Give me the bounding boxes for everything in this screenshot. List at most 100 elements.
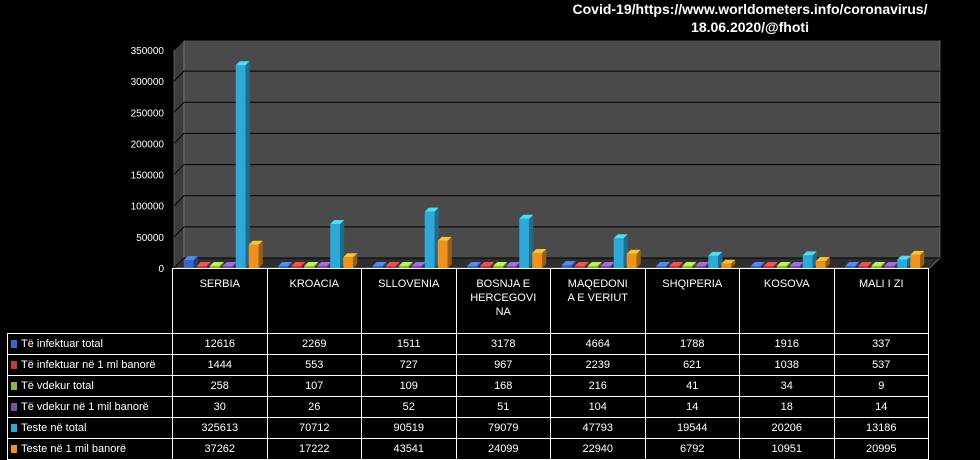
series-row: Të vdekur në 1 mil banorë 30 26 52 51 104 14 18… <box>7 396 929 418</box>
bar-side <box>597 262 602 268</box>
bar-top <box>385 262 400 266</box>
category-label-line: SERBIA <box>199 278 240 290</box>
bar <box>561 261 576 268</box>
bar <box>721 259 736 268</box>
data-label: 1788 <box>644 333 740 355</box>
bar <box>372 262 387 268</box>
bar-front <box>721 263 732 268</box>
bar-top <box>196 262 211 266</box>
data-label: 1444 <box>172 354 268 376</box>
data-label: 70712 <box>266 417 362 439</box>
legend-swatch <box>11 445 17 454</box>
bar-side <box>731 259 736 268</box>
bar-front <box>884 266 895 268</box>
data-label: 4664 <box>550 333 646 355</box>
bar-side <box>408 262 413 268</box>
bar <box>750 262 765 268</box>
bar-front <box>600 266 611 268</box>
bar-side <box>477 262 482 268</box>
category-label: KOSOVA <box>739 268 835 334</box>
data-label: 13186 <box>833 417 929 439</box>
bar <box>493 262 508 268</box>
bar-side <box>301 262 306 268</box>
y-tick-label: 300000 <box>131 77 165 88</box>
data-label: 79079 <box>455 417 551 439</box>
bar <box>858 262 873 268</box>
bar <box>519 214 534 268</box>
bar-front <box>424 211 435 268</box>
bar-top <box>398 262 413 266</box>
bar-front <box>763 266 774 268</box>
bar <box>656 262 671 268</box>
gridline <box>173 101 940 113</box>
bar-side <box>340 219 345 268</box>
bar-top <box>278 262 293 266</box>
bar-top <box>776 262 791 266</box>
bar-top <box>467 262 482 266</box>
bar <box>574 262 589 268</box>
series-name: Të vdekur total <box>21 380 94 392</box>
bar <box>196 262 211 268</box>
bar-front <box>626 253 637 268</box>
category-label-line: A E VERIUT <box>567 292 629 304</box>
series-name: Të vdekur në 1 mil banorë <box>21 401 149 413</box>
category-label-line: HERCEGOVI <box>470 292 537 304</box>
category-label-line: KROACIA <box>289 278 339 290</box>
bar-front <box>291 266 302 268</box>
bar-front <box>802 255 813 268</box>
bar-top <box>304 262 319 266</box>
bar-side <box>382 262 387 268</box>
bar-top <box>317 262 332 266</box>
category-label-line: SHQIPERIA <box>662 278 723 290</box>
bar-side <box>288 262 293 268</box>
bar <box>763 262 778 268</box>
bar <box>183 256 198 268</box>
data-label: 14 <box>833 396 929 418</box>
data-label: 2239 <box>550 354 646 376</box>
bar <box>802 251 817 268</box>
bar <box>437 236 452 268</box>
bar-front <box>613 238 624 268</box>
series-name: Teste në 1 mil banorë <box>21 443 127 455</box>
bar-side <box>760 262 765 268</box>
back-wall <box>183 39 941 259</box>
bar-top <box>802 251 817 256</box>
data-label: 10951 <box>739 438 835 460</box>
bar-side <box>314 262 319 268</box>
series-row: Të infektuar total 12616 2269 1511 3178 4664 1… <box>7 333 929 355</box>
category-label-line: MALI I ZI <box>858 278 904 290</box>
data-label: 168 <box>455 375 551 397</box>
bar-front <box>467 266 478 268</box>
y-tick-label: 250000 <box>131 108 165 119</box>
bar-top <box>574 262 589 266</box>
bar-side <box>584 262 589 268</box>
bar-front <box>493 266 504 268</box>
bar-side <box>258 240 263 268</box>
bar-top <box>411 262 426 266</box>
bar-top <box>291 262 306 266</box>
data-label: 104 <box>550 396 646 418</box>
bar-front <box>248 244 259 268</box>
bar-front <box>317 266 328 268</box>
data-label: 34 <box>739 375 835 397</box>
bar-top <box>669 262 684 266</box>
data-label: 337 <box>833 333 929 355</box>
bar <box>626 249 641 268</box>
bar-front <box>519 218 530 268</box>
bar-top <box>682 262 697 266</box>
bar-top <box>183 256 198 261</box>
legend-swatch <box>11 340 17 349</box>
chart-title-line-2: 18.06.2020/@fhoti <box>691 19 809 35</box>
series-row: Të infektuar në 1 ml banorë 1444 553 727 967… <box>7 354 929 376</box>
bar-side <box>245 61 250 268</box>
chart-title-line-1: Covid-19/https://www.worldometers.info/c… <box>572 1 928 17</box>
bar-top <box>235 61 250 66</box>
gridline <box>173 70 940 82</box>
bar-top <box>561 261 576 266</box>
bar-side <box>881 262 886 268</box>
data-label: 1511 <box>361 333 457 355</box>
bar-side <box>571 261 576 268</box>
category-label-line: SLLOVENIA <box>378 278 440 290</box>
bar-front <box>398 266 409 268</box>
bar-side <box>855 262 860 268</box>
